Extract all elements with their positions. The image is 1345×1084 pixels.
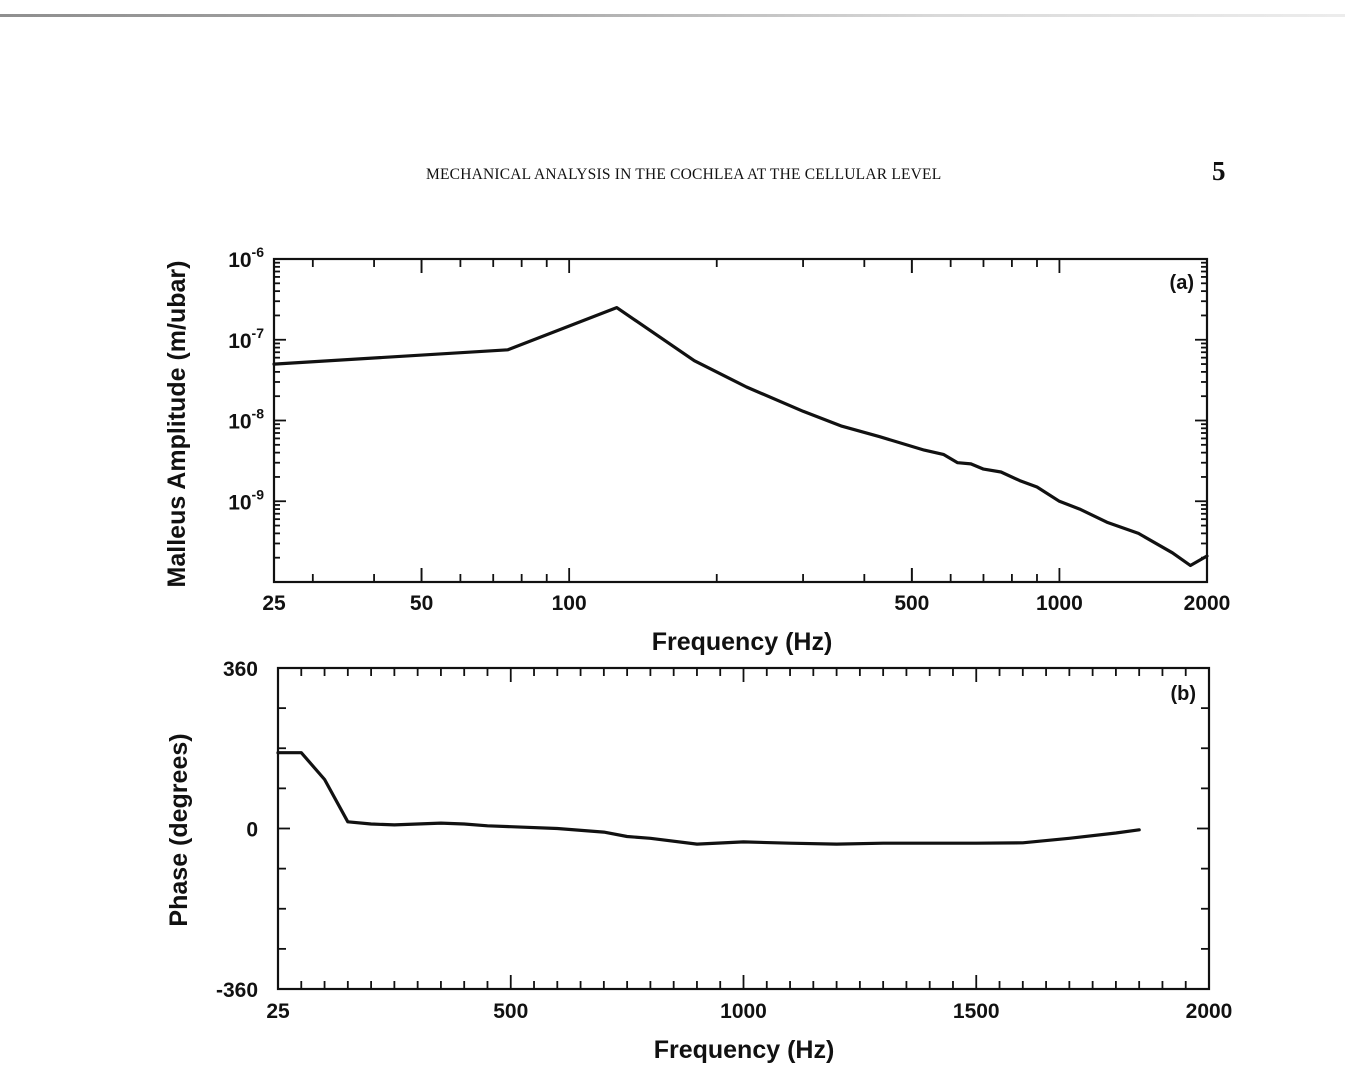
x-tick-label-a: 1000	[1036, 592, 1083, 615]
x-tick-label-b: 25	[266, 1000, 290, 1023]
phase-series-line	[276, 751, 1141, 846]
x-axis-title-b: Frequency (Hz)	[654, 1036, 835, 1064]
plot-frame-a	[272, 257, 1209, 584]
panel-a-magnitude-plot: 25 50 100 500 1000 200010-610-710-810-9Freque…	[163, 244, 1230, 656]
x-tick-label-a: 100	[552, 592, 587, 615]
x-tick-label-a: 500	[894, 592, 929, 615]
y-tick-label-a: 10-6	[228, 244, 264, 272]
x-tick-label-b: 1000	[720, 1000, 767, 1023]
x-tick-label-a: 2000	[1184, 592, 1231, 615]
y-tick-label-exponent: -7	[252, 325, 265, 341]
y-axis-title-b: Phase (degrees)	[165, 733, 193, 926]
y-tick-label-a: 10-9	[228, 486, 264, 514]
y-tick-label-base: 10	[228, 330, 251, 353]
running-header: MECHANICAL ANALYSIS IN THE COCHLEA AT TH…	[426, 166, 942, 183]
scan-edge-artifact	[0, 14, 1345, 17]
y-tick-label-b: 0	[246, 819, 258, 842]
magnitude-series-line	[272, 306, 1209, 568]
x-axis-title-a: Frequency (Hz)	[652, 628, 833, 656]
y-tick-label-exponent: -6	[252, 244, 265, 260]
x-tick-label-a: 50	[410, 592, 433, 615]
y-tick-label-base: 10	[228, 249, 251, 272]
y-tick-label-base: 10	[228, 491, 251, 514]
y-tick-label-a: 10-8	[228, 406, 264, 434]
panel-b-phase-plot: 25 500 1000 1500 2000 360 0 -360 Frequency (Hz) P…	[165, 658, 1232, 1064]
x-tick-label-b: 2000	[1186, 1000, 1233, 1023]
x-tick-label-a: 25	[262, 592, 286, 615]
y-tick-label-base: 10	[228, 411, 251, 434]
y-tick-label-b: 360	[223, 658, 258, 681]
y-tick-label-b: -360	[216, 979, 258, 1002]
y-tick-label-exponent: -8	[252, 406, 265, 422]
x-tick-label-b: 1500	[953, 1000, 1000, 1023]
panel-label-b: (b)	[1170, 683, 1196, 705]
y-axis-title-a: Malleus Amplitude (m/ubar)	[163, 261, 191, 588]
y-tick-label-a: 10-7	[228, 325, 264, 353]
panel-label-a: (a)	[1170, 272, 1194, 294]
page-number: 5	[1212, 156, 1226, 186]
plot-frame-b	[276, 666, 1211, 991]
y-tick-label-exponent: -9	[252, 486, 265, 502]
x-tick-label-b: 500	[493, 1000, 528, 1023]
